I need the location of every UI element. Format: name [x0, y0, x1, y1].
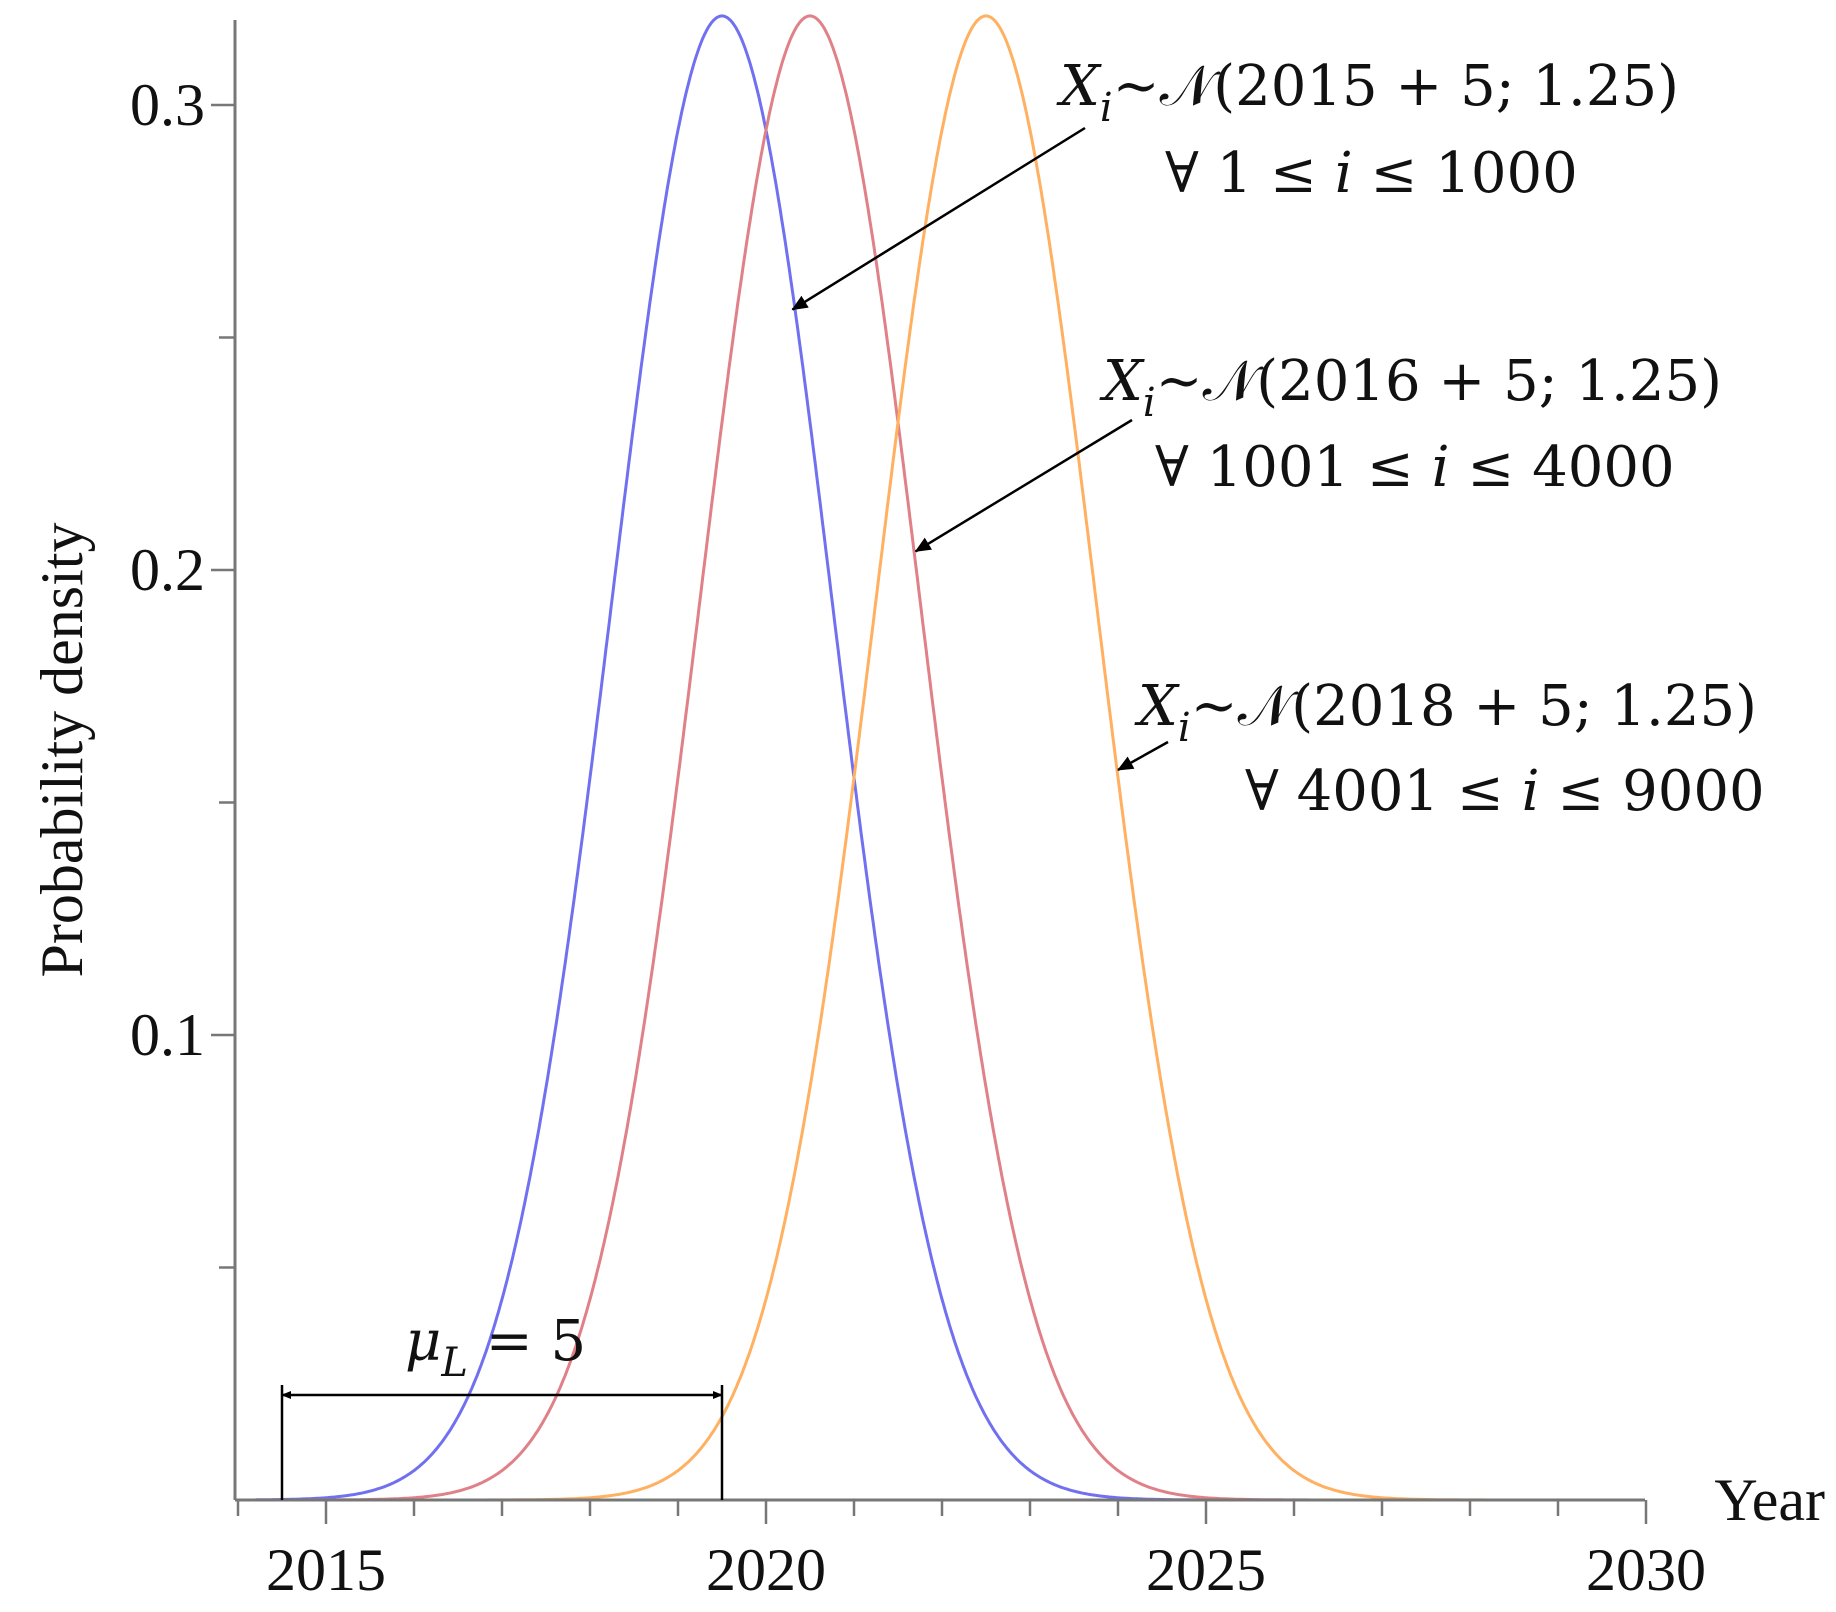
- annotation-2-var: X: [1099, 349, 1145, 414]
- x-tick-label: 2030: [1586, 1537, 1706, 1603]
- annotation-2: Xi~𝒩(2016 + 5; 1.25) ∀ 1001 ≤ i ≤ 4000: [914, 349, 1722, 553]
- annotation-2-arrow: [914, 418, 1133, 553]
- annotation-2-dist: ~𝒩(2016 + 5; 1.25): [1156, 349, 1722, 414]
- annotation-1-range-suffix: ≤ 1000: [1353, 141, 1578, 206]
- annotation-1-arrow: [791, 126, 1086, 311]
- annotation-3-arrow: [1117, 740, 1169, 772]
- annotation-2-range: ∀ 1001 ≤ i ≤ 4000: [1155, 435, 1675, 500]
- annotation-1-dist: ~𝒩(2015 + 5; 1.25): [1113, 54, 1679, 119]
- y-tick-label: 0.1: [130, 1002, 205, 1068]
- y-ticks: 0.1 0.2 0.3: [130, 72, 235, 1269]
- annotation-1-range-prefix: ∀ 1 ≤: [1165, 141, 1335, 206]
- x-tick-label: 2015: [266, 1537, 386, 1603]
- annotation-1-formula: Xi~𝒩(2015 + 5; 1.25): [1056, 54, 1679, 131]
- x-tick-label: 2025: [1146, 1537, 1266, 1603]
- annotation-3-range-var: i: [1522, 759, 1540, 824]
- y-axis-label: Probability density: [29, 523, 95, 978]
- x-ticks: 2015 2020 2025 2030: [236, 1500, 1706, 1603]
- annotation-3-range-suffix: ≤ 9000: [1540, 759, 1765, 824]
- annotation-3-var: X: [1134, 674, 1180, 739]
- annotation-3-range-prefix: ∀ 4001 ≤: [1245, 759, 1522, 824]
- annotation-2-range-prefix: ∀ 1001 ≤: [1155, 435, 1432, 500]
- annotation-3-subscript: i: [1178, 705, 1191, 751]
- annotation-3-dist: ~𝒩(2018 + 5; 1.25): [1191, 674, 1757, 739]
- series-3-curve: [255, 14, 1645, 1502]
- interval-label-rest: = 5: [468, 1309, 586, 1374]
- annotation-3-range: ∀ 4001 ≤ i ≤ 9000: [1245, 759, 1765, 824]
- annotation-1-var: X: [1056, 54, 1102, 119]
- interval-label-mu: μ: [405, 1309, 441, 1374]
- annotation-2-range-suffix: ≤ 4000: [1450, 435, 1675, 500]
- annotation-1-subscript: i: [1100, 85, 1113, 131]
- annotation-3-formula: Xi~𝒩(2018 + 5; 1.25): [1134, 674, 1757, 751]
- x-tick-label: 2020: [706, 1537, 826, 1603]
- series-1-curve: [255, 14, 1645, 1502]
- y-tick-label: 0.2: [130, 537, 205, 603]
- interval-label: μL = 5: [405, 1309, 586, 1386]
- annotation-2-subscript: i: [1143, 380, 1156, 426]
- annotation-1: Xi~𝒩(2015 + 5; 1.25) ∀ 1 ≤ i ≤ 1000: [791, 54, 1679, 311]
- annotation-3: Xi~𝒩(2018 + 5; 1.25) ∀ 4001 ≤ i ≤ 9000: [1117, 674, 1765, 824]
- series-2-curve: [255, 14, 1645, 1502]
- annotation-2-formula: Xi~𝒩(2016 + 5; 1.25): [1099, 349, 1722, 426]
- y-tick-label: 0.3: [130, 72, 205, 138]
- x-axis-label: Year: [1714, 1467, 1825, 1533]
- series-layer: [255, 14, 1645, 1502]
- interval-label-sub: L: [440, 1340, 468, 1386]
- annotation-2-range-var: i: [1432, 435, 1450, 500]
- annotation-1-range: ∀ 1 ≤ i ≤ 1000: [1165, 141, 1578, 206]
- interval-marker: μL = 5: [280, 1309, 724, 1500]
- annotation-1-range-var: i: [1335, 141, 1353, 206]
